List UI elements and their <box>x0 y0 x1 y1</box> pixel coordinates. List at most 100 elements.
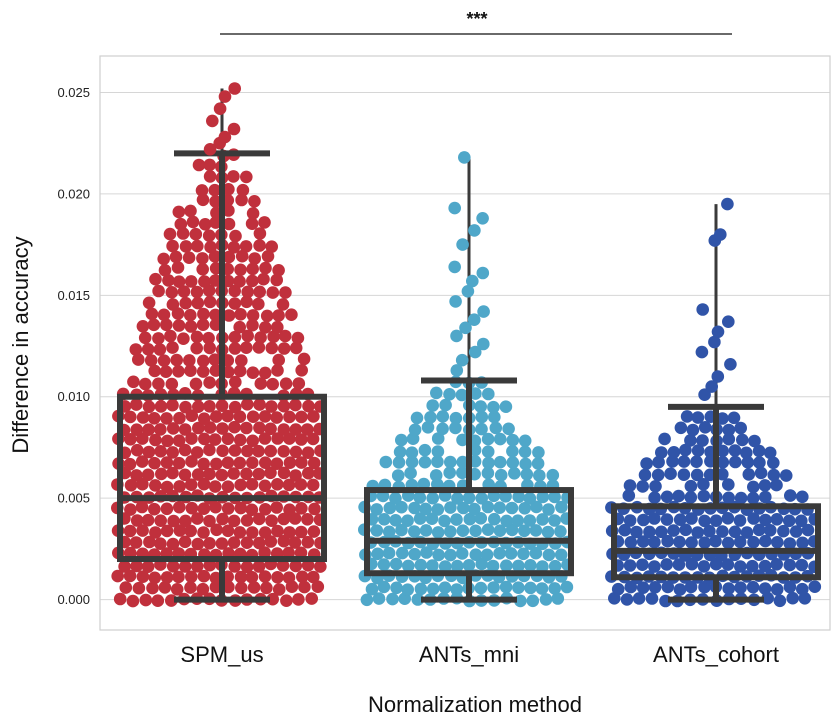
swarm-point <box>227 241 241 254</box>
box-plots <box>117 150 821 603</box>
swarm-point <box>129 343 143 356</box>
swarm-point <box>271 571 284 584</box>
swarm-point <box>533 469 546 482</box>
swarm-point <box>139 377 152 391</box>
swarm-point <box>159 365 173 379</box>
outlier-point <box>476 266 490 280</box>
swarm-point <box>130 423 143 437</box>
swarm-point <box>291 331 305 345</box>
swarm-point <box>450 583 464 596</box>
swarm-point <box>469 524 482 538</box>
swarm-point <box>643 525 656 539</box>
swarm-point <box>221 480 235 494</box>
swarm-point <box>623 559 637 572</box>
swarm-point <box>469 387 482 400</box>
swarm-point <box>520 468 534 481</box>
swarm-point <box>747 512 760 525</box>
swarm-point <box>729 455 742 469</box>
swarm-point <box>179 240 193 253</box>
swarm-point <box>779 469 793 482</box>
swarm-point <box>698 421 712 434</box>
swarm-point <box>191 468 205 481</box>
swarm-point <box>372 592 386 605</box>
swarm-point <box>734 560 747 573</box>
swarm-point <box>420 546 433 559</box>
outlier-point <box>468 224 481 237</box>
swarm-point <box>203 537 216 550</box>
swarm-point <box>178 443 192 457</box>
swarm-point <box>279 286 292 299</box>
swarm-point <box>173 411 186 425</box>
swarm-point <box>408 423 422 437</box>
y-tick-label: 0.015 <box>57 288 90 303</box>
swarm-point <box>728 525 742 539</box>
swarm-point <box>763 446 777 460</box>
swarm-point <box>292 593 305 606</box>
swarm-point <box>487 400 500 414</box>
swarm-point <box>266 377 280 391</box>
swarm-point <box>649 480 662 493</box>
swarm-point <box>157 252 170 266</box>
swarm-point <box>529 524 543 537</box>
swarm-point <box>227 514 241 528</box>
swarm-point <box>198 432 211 446</box>
swarm-point <box>208 480 222 493</box>
swarm-point <box>741 456 755 469</box>
outlier-point <box>218 90 232 103</box>
swarm-point <box>248 252 261 265</box>
swarm-point <box>271 364 284 377</box>
swarm-point <box>796 536 809 550</box>
swarm-point <box>141 468 155 482</box>
swarm-point <box>233 410 247 424</box>
swarm-point <box>258 546 271 559</box>
swarm-point <box>173 500 186 514</box>
swarm-point <box>679 443 692 457</box>
swarm-point <box>208 433 222 446</box>
swarm-point <box>413 491 427 504</box>
swarm-point <box>418 455 432 469</box>
swarm-point <box>178 560 192 573</box>
swarm-point <box>386 592 399 606</box>
swarm-point <box>431 526 445 539</box>
swarm-point <box>142 423 155 437</box>
swarm-point <box>142 445 156 459</box>
swarm-point <box>436 422 449 436</box>
swarm-point <box>721 536 735 550</box>
swarm-point <box>651 468 665 482</box>
swarm-point <box>197 457 210 471</box>
swarm-point <box>160 412 173 425</box>
swarm-point <box>482 387 495 401</box>
swarm-point <box>462 491 476 505</box>
swarm-point <box>673 535 686 549</box>
swarm-point <box>271 524 284 538</box>
swarm-point <box>413 512 427 525</box>
swarm-point <box>197 569 211 583</box>
swarm-point <box>414 558 428 572</box>
swarm-point <box>154 400 168 413</box>
swarm-point <box>166 239 179 253</box>
swarm-point <box>252 536 266 550</box>
swarm-point <box>210 523 223 537</box>
swarm-point <box>132 581 146 595</box>
swarm-point <box>240 514 254 527</box>
swarm-point <box>795 558 809 572</box>
swarm-point <box>123 457 137 471</box>
swarm-point <box>404 466 417 480</box>
swarm-point <box>258 570 272 583</box>
swarm-point <box>258 366 272 380</box>
swarm-point <box>246 309 260 322</box>
swarm-point <box>733 514 747 527</box>
swarm-point <box>456 524 470 537</box>
swarm-point <box>419 502 432 516</box>
swarm-point <box>481 500 495 514</box>
swarm-point <box>444 548 457 562</box>
swarm-point <box>208 353 222 367</box>
swarm-point <box>289 559 303 573</box>
swarm-point <box>411 593 425 606</box>
swarm-point <box>475 410 489 424</box>
swarm-point <box>252 560 266 573</box>
swarm-point <box>184 364 197 378</box>
swarm-point <box>783 537 797 550</box>
swarm-point <box>667 524 680 537</box>
swarm-point <box>721 512 735 525</box>
